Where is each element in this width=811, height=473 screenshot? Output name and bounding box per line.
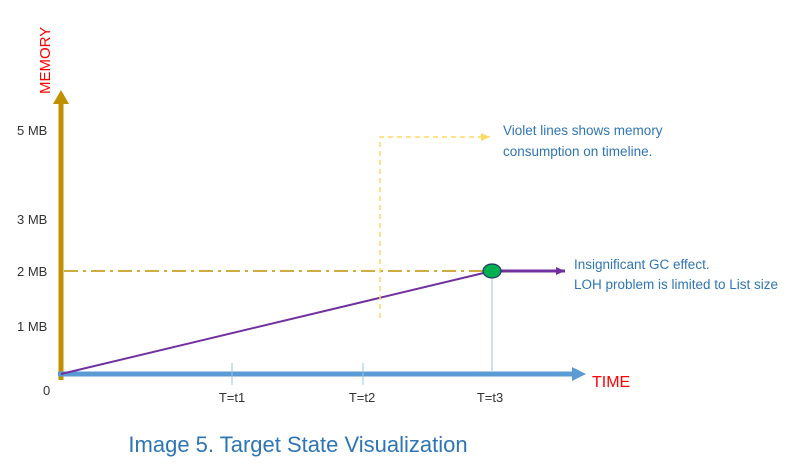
annotation-violet-lines: Violet lines shows memory consumption on… [503, 123, 666, 159]
origin-label: 0 [43, 383, 50, 398]
annotation-line: Insignificant GC effect. [574, 257, 710, 272]
y-axis-title: MEMORY [37, 27, 54, 94]
annotation-line: consumption on timeline. [503, 144, 652, 159]
x-axis-arrowhead [572, 367, 586, 381]
x-tick-label: T=t3 [477, 390, 503, 405]
y-tick-label: 5 MB [17, 123, 47, 138]
annotation-line: LOH problem is limited to List size [574, 277, 778, 292]
t3-point-marker [482, 263, 502, 279]
annotation-line: Violet lines shows memory [503, 123, 663, 138]
y-tick-label: 2 MB [17, 264, 47, 279]
y-axis-arrowhead [53, 90, 69, 104]
figure-caption: Image 5. Target State Visualization [128, 432, 467, 457]
y-tick-label: 3 MB [17, 212, 47, 227]
y-tick-label: 1 MB [17, 319, 47, 334]
memory-line [60, 270, 493, 375]
annotation-gc-effect: Insignificant GC effect. LOH problem is … [574, 257, 778, 292]
x-tick-label: T=t2 [349, 390, 375, 405]
annotation-leader-line [379, 133, 490, 318]
x-axis-title: TIME [592, 374, 630, 391]
x-tick-label: T=t1 [219, 390, 245, 405]
